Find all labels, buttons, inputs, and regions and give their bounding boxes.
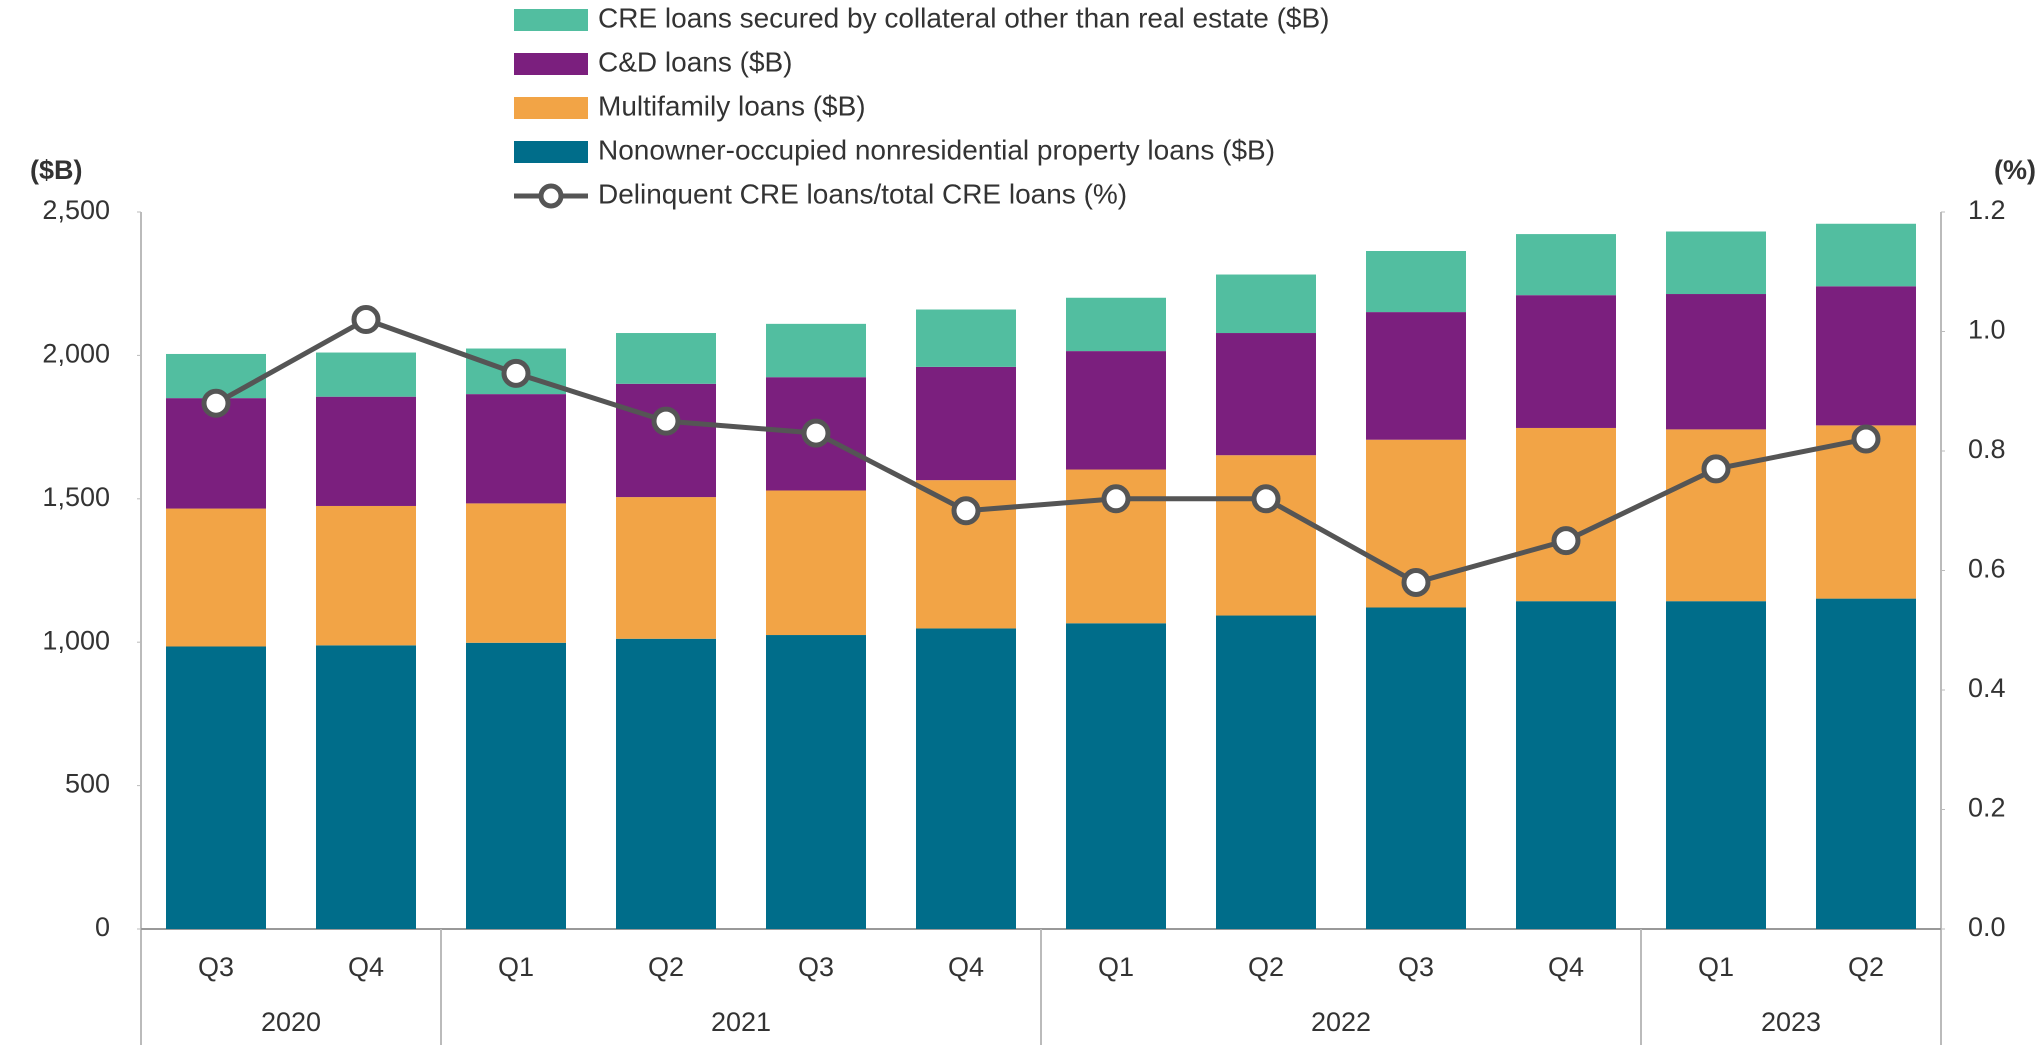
x-tick-label: Q1 <box>498 952 534 982</box>
y-tick-label: 0 <box>95 912 110 942</box>
legend-marker <box>538 183 564 209</box>
bar <box>1816 286 1916 426</box>
line-marker <box>651 406 681 436</box>
bar <box>1216 274 1316 334</box>
bar <box>316 645 416 929</box>
y-tick-label: 1,500 <box>42 482 110 512</box>
line-marker <box>1551 526 1581 556</box>
x-tick-label: Q3 <box>198 952 234 982</box>
legend-swatch <box>514 97 588 119</box>
line-marker <box>1401 567 1431 597</box>
x-tick-label: Q4 <box>1548 952 1584 982</box>
bar <box>766 635 866 929</box>
x-tick-label: Q1 <box>1698 952 1734 982</box>
y-tick-label: 2,500 <box>42 195 110 225</box>
x-tick-label: Q2 <box>1248 952 1284 982</box>
legend-label: CRE loans secured by collateral other th… <box>598 2 1330 33</box>
year-label: 2020 <box>261 1007 321 1037</box>
bar <box>1816 425 1916 599</box>
bar <box>466 394 566 504</box>
x-tick-label: Q2 <box>648 952 684 982</box>
bar <box>1366 312 1466 440</box>
bar <box>166 646 266 929</box>
legend-label: Multifamily loans ($B) <box>598 90 866 121</box>
y2-tick-label: 1.2 <box>1968 195 2006 225</box>
line-marker <box>951 496 981 526</box>
legend-swatch <box>514 53 588 75</box>
bar <box>1066 623 1166 929</box>
bar <box>1816 598 1916 929</box>
y2-axis-title: (%) <box>1994 155 2036 185</box>
bar <box>1516 295 1616 428</box>
bar <box>316 505 416 646</box>
bar <box>166 508 266 647</box>
legend-label: Nonowner-occupied nonresidential propert… <box>598 134 1275 165</box>
y2-tick-label: 0.0 <box>1968 912 2006 942</box>
y-axis-title: ($B) <box>30 155 83 185</box>
bar <box>1666 231 1766 295</box>
bar <box>316 396 416 506</box>
x-tick-label: Q1 <box>1098 952 1134 982</box>
y2-tick-label: 0.8 <box>1968 434 2006 464</box>
y2-tick-label: 1.0 <box>1968 315 2006 345</box>
x-tick-label: Q4 <box>348 952 384 982</box>
bar <box>1516 427 1616 602</box>
legend-label: Delinquent CRE loans/total CRE loans (%) <box>598 178 1127 209</box>
bar <box>1366 607 1466 929</box>
bar <box>616 497 716 639</box>
bar <box>616 333 716 384</box>
bar <box>1516 601 1616 929</box>
line-marker <box>201 388 231 418</box>
x-tick-label: Q3 <box>798 952 834 982</box>
bar <box>766 323 866 378</box>
bar <box>1216 455 1316 616</box>
bar <box>916 309 1016 367</box>
line-marker <box>501 358 531 388</box>
bar <box>466 503 566 643</box>
bar <box>1216 615 1316 929</box>
legend-swatch <box>514 9 588 31</box>
y2-tick-label: 0.6 <box>1968 554 2006 584</box>
x-tick-label: Q3 <box>1398 952 1434 982</box>
bar <box>616 383 716 498</box>
year-label: 2022 <box>1311 1007 1371 1037</box>
bar <box>1666 294 1766 430</box>
bar <box>616 638 716 929</box>
year-label: 2021 <box>711 1007 771 1037</box>
bar <box>1516 234 1616 296</box>
line-marker <box>1701 454 1731 484</box>
y-tick-label: 500 <box>65 769 110 799</box>
bar <box>916 628 1016 929</box>
bar <box>1666 601 1766 929</box>
bar <box>1366 251 1466 313</box>
x-tick-label: Q2 <box>1848 952 1884 982</box>
line-marker <box>1851 424 1881 454</box>
bar <box>1816 223 1916 287</box>
line-marker <box>801 418 831 448</box>
line-marker <box>1251 484 1281 514</box>
line <box>214 316 1867 586</box>
bar <box>766 490 866 636</box>
y-tick-label: 1,000 <box>42 625 110 655</box>
y2-tick-label: 0.2 <box>1968 793 2006 823</box>
bar <box>466 642 566 929</box>
x-tick-label: Q4 <box>948 952 984 982</box>
bar <box>1066 351 1166 470</box>
bar <box>316 352 416 397</box>
bar <box>1216 333 1316 456</box>
legend-swatch <box>514 141 588 163</box>
legend-label: C&D loans ($B) <box>598 46 793 77</box>
bar <box>1066 297 1166 352</box>
line-marker <box>351 305 381 335</box>
year-label: 2023 <box>1761 1007 1821 1037</box>
bar <box>916 366 1016 481</box>
line-marker <box>1101 484 1131 514</box>
y-tick-label: 2,000 <box>42 339 110 369</box>
y2-tick-label: 0.4 <box>1968 673 2006 703</box>
